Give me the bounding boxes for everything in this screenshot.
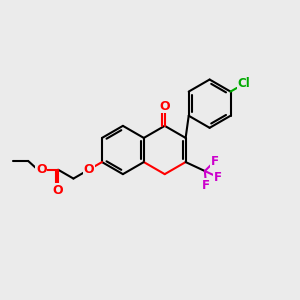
Text: F: F	[211, 154, 219, 167]
Text: F: F	[202, 178, 210, 192]
Text: F: F	[214, 170, 222, 184]
Text: O: O	[53, 184, 63, 197]
Text: O: O	[83, 163, 94, 176]
Text: Cl: Cl	[237, 77, 250, 90]
Text: O: O	[159, 100, 170, 112]
Text: O: O	[36, 163, 47, 176]
